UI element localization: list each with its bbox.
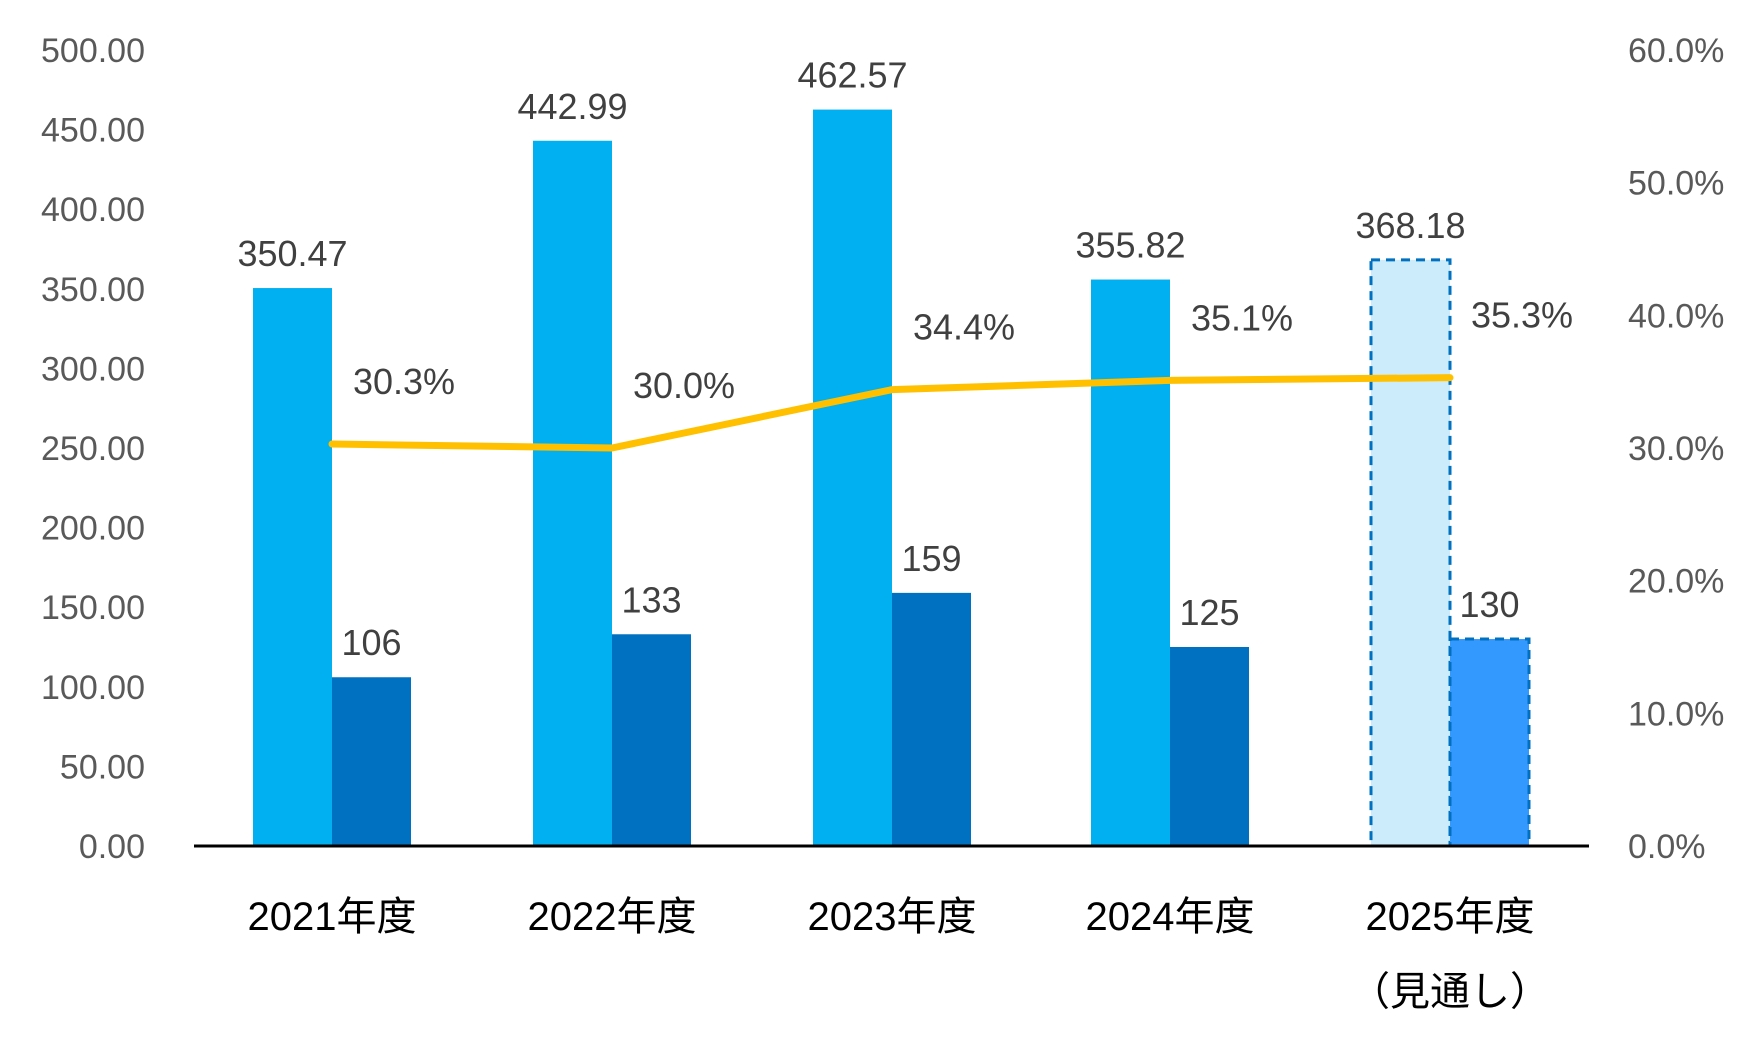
y-tick-label: 250.00 [41, 430, 145, 468]
line-point [611, 447, 613, 449]
y2-tick-label: 30.0% [1628, 430, 1724, 468]
line-data-label: 30.0% [633, 365, 735, 406]
bar-data-label: 159 [901, 538, 961, 579]
bar-data-label: 355.82 [1075, 225, 1185, 266]
bar-series-1 [253, 288, 332, 846]
bar-series-2 [612, 634, 691, 846]
bar-series-1 [1091, 279, 1170, 846]
line-point [331, 443, 333, 446]
x-category-label: 2022年度 [528, 895, 697, 939]
x-category-label: 2025年度 [1366, 895, 1535, 939]
line-data-label: 34.4% [913, 307, 1015, 348]
bar-data-label: 442.99 [517, 86, 627, 127]
bar-data-label: 462.57 [797, 55, 907, 96]
y2-tick-label: 10.0% [1628, 695, 1724, 733]
bar-series-2 [892, 592, 971, 846]
y-tick-label: 50.00 [60, 748, 145, 786]
y-tick-label: 500.00 [41, 32, 145, 70]
y-tick-label: 200.00 [41, 510, 145, 548]
y2-tick-label: 20.0% [1628, 563, 1724, 601]
line-data-label: 35.1% [1191, 297, 1293, 338]
bar-series-2 [332, 677, 411, 846]
bar-series-2 [1448, 637, 1531, 848]
bar-data-label: 106 [341, 622, 401, 663]
bar-series-1 [813, 109, 892, 846]
x-category-sublabel: （見通し） [1350, 970, 1550, 1014]
x-category-label: 2021年度 [248, 895, 417, 939]
y-tick-label: 150.00 [41, 589, 145, 627]
y-tick-label: 0.00 [79, 828, 145, 866]
y-tick-label: 350.00 [41, 271, 145, 309]
y2-tick-label: 0.0% [1628, 828, 1706, 866]
x-category-label: 2024年度 [1086, 895, 1255, 939]
x-category-label: 2023年度 [808, 895, 977, 939]
line-point [1449, 376, 1451, 379]
line-data-label: 30.3% [353, 361, 455, 402]
bar-data-label: 350.47 [237, 233, 347, 274]
bar-data-label: 368.18 [1355, 205, 1465, 246]
y2-tick-label: 40.0% [1628, 297, 1724, 335]
y-tick-label: 300.00 [41, 350, 145, 388]
bar-series-1 [533, 140, 612, 847]
y-tick-label: 450.00 [41, 112, 145, 150]
line-point [891, 388, 893, 391]
y-tick-label: 400.00 [41, 191, 145, 229]
bar-data-label: 130 [1459, 584, 1519, 625]
y2-tick-label: 50.0% [1628, 165, 1724, 203]
bar-data-label: 133 [621, 579, 681, 620]
bar-data-label: 125 [1179, 592, 1239, 633]
bar-series-2 [1170, 647, 1249, 846]
y2-tick-label: 60.0% [1628, 32, 1724, 70]
line-data-label: 35.3% [1471, 295, 1573, 336]
bar-series-1 [1369, 258, 1452, 848]
y-tick-label: 100.00 [41, 669, 145, 707]
line-point [1169, 379, 1171, 382]
